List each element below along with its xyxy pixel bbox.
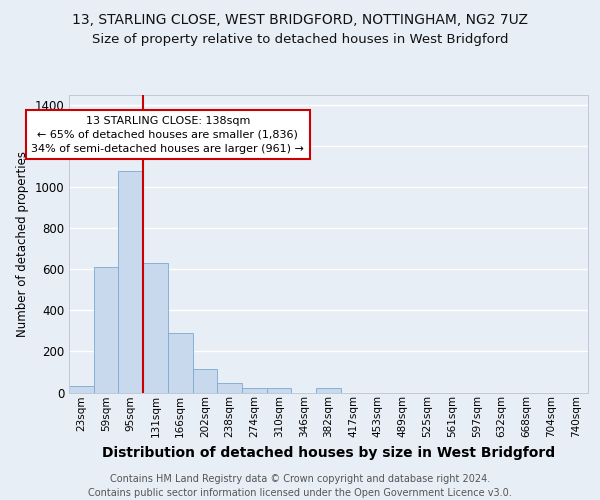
Bar xyxy=(267,388,292,392)
Bar xyxy=(168,333,193,392)
Text: Size of property relative to detached houses in West Bridgford: Size of property relative to detached ho… xyxy=(92,32,508,46)
X-axis label: Distribution of detached houses by size in West Bridgford: Distribution of detached houses by size … xyxy=(102,446,555,460)
Bar xyxy=(316,388,341,392)
Text: 13 STARLING CLOSE: 138sqm
← 65% of detached houses are smaller (1,836)
34% of se: 13 STARLING CLOSE: 138sqm ← 65% of detac… xyxy=(31,116,304,154)
Bar xyxy=(193,369,217,392)
Bar xyxy=(143,263,168,392)
Bar xyxy=(94,268,118,392)
Bar xyxy=(69,386,94,392)
Bar xyxy=(217,384,242,392)
Text: Contains HM Land Registry data © Crown copyright and database right 2024.
Contai: Contains HM Land Registry data © Crown c… xyxy=(88,474,512,498)
Y-axis label: Number of detached properties: Number of detached properties xyxy=(16,151,29,337)
Text: 13, STARLING CLOSE, WEST BRIDGFORD, NOTTINGHAM, NG2 7UZ: 13, STARLING CLOSE, WEST BRIDGFORD, NOTT… xyxy=(72,12,528,26)
Bar xyxy=(118,171,143,392)
Bar xyxy=(242,388,267,392)
